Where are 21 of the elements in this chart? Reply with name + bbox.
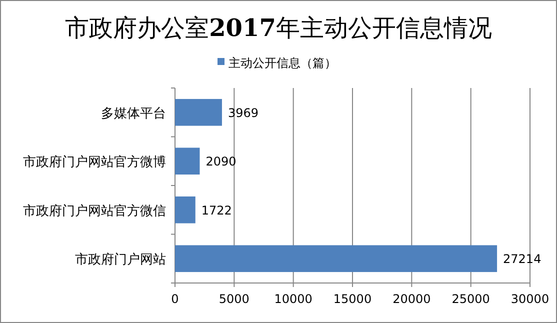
- y-tick-label: 市政府门户网站官方微博: [23, 154, 166, 170]
- y-tick-label: 市政府门户网站官方微信: [23, 202, 166, 219]
- x-tick-label: 0: [171, 292, 179, 306]
- data-label: 2090: [206, 154, 236, 169]
- legend-label: 主动公开信息（篇）: [228, 56, 336, 70]
- data-label: 3969: [228, 106, 259, 120]
- x-tick-label: 20000: [392, 292, 431, 306]
- bar: [175, 98, 222, 126]
- x-tick-label: 25000: [452, 292, 490, 306]
- chart-title: 市政府办公室2017年主动公开信息情况: [65, 13, 492, 42]
- x-tick-label: 30000: [510, 292, 550, 306]
- x-tick-label: 5000: [218, 292, 250, 306]
- bar: [175, 245, 498, 272]
- bar: [175, 148, 200, 175]
- data-label: 27214: [503, 252, 542, 266]
- x-tick-label: 15000: [333, 292, 372, 306]
- bar: [175, 196, 196, 224]
- x-tick-label: 10000: [274, 292, 312, 306]
- y-tick-label: 多媒体平台: [101, 106, 166, 122]
- y-tick-label: 市政府门户网站: [75, 252, 166, 268]
- data-label: 1722: [201, 203, 232, 218]
